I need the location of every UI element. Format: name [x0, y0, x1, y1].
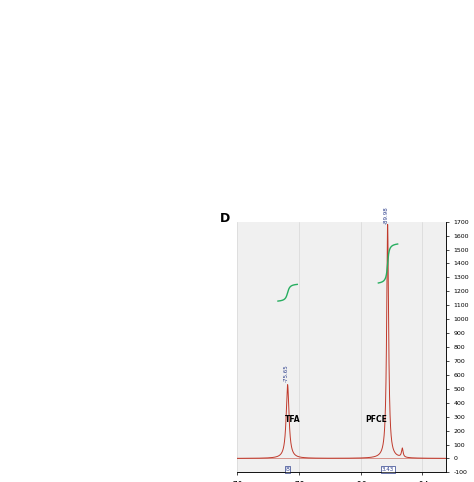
Text: D: D	[220, 212, 230, 225]
Text: TFA: TFA	[285, 415, 301, 424]
Text: PFCE: PFCE	[365, 415, 387, 424]
Text: 3.43: 3.43	[382, 467, 394, 472]
Text: -89.98: -89.98	[384, 206, 389, 224]
Text: -75.65: -75.65	[284, 364, 289, 382]
Text: 8: 8	[286, 467, 290, 472]
